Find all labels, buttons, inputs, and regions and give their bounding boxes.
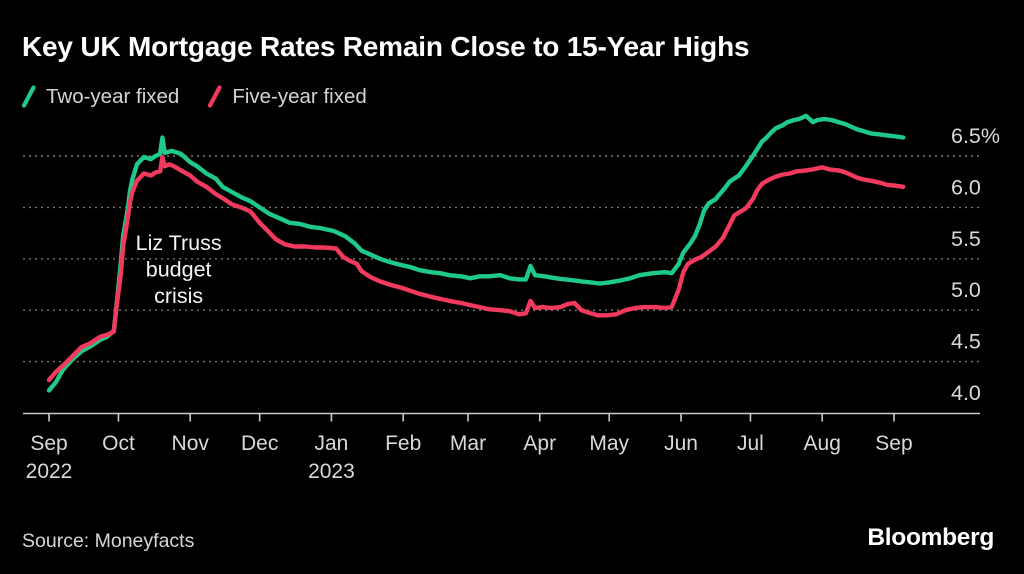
chart-title: Key UK Mortgage Rates Remain Close to 15… xyxy=(22,31,750,62)
x-axis-month-label: Sep xyxy=(875,432,912,455)
x-axis-month-label: Jan xyxy=(315,432,349,455)
y-axis-label: 5.5 xyxy=(951,227,981,251)
x-axis-month-label: Feb xyxy=(385,432,421,455)
x-axis-month-label: Dec xyxy=(241,432,278,455)
legend-label-two-year: Two-year fixed xyxy=(46,84,180,108)
series-line-five-year-fixed xyxy=(46,154,906,383)
x-axis-month-label: Mar xyxy=(450,432,486,455)
legend-item-five-year: Five-year fixed xyxy=(206,84,367,109)
y-axis-label: 4.5 xyxy=(951,330,981,354)
series-line-two-year-fixed xyxy=(46,113,906,393)
annotation-liz-truss: crisis xyxy=(154,284,203,308)
x-axis-month-label: Aug xyxy=(804,432,841,455)
green-slash-icon xyxy=(21,85,36,108)
x-axis-month-label: Jul xyxy=(737,432,764,455)
annotation-liz-truss: budget xyxy=(146,258,212,282)
x-axis-month-label: May xyxy=(589,432,629,455)
pink-slash-icon xyxy=(208,85,222,108)
x-axis-month-label: Apr xyxy=(523,432,556,455)
chart-legend: Two-year fixed Five-year fixed xyxy=(20,84,367,109)
x-axis-month-label: Nov xyxy=(172,432,210,455)
y-axis-label: 4.0 xyxy=(951,381,981,405)
x-axis-year-label: 2023 xyxy=(308,460,355,483)
x-axis-month-label: Jun xyxy=(664,432,698,455)
y-axis-label: 5.0 xyxy=(951,278,981,302)
y-axis-label: 6.0 xyxy=(951,175,981,199)
legend-label-five-year: Five-year fixed xyxy=(232,84,367,108)
source-note: Source: Moneyfacts xyxy=(22,530,195,552)
x-axis-month-label: Sep xyxy=(30,432,67,455)
x-axis-month-label: Oct xyxy=(102,432,135,455)
x-axis-year-label: 2022 xyxy=(26,460,73,483)
y-axis-label: 6.5% xyxy=(951,124,1000,148)
legend-item-two-year: Two-year fixed xyxy=(20,84,179,109)
annotation-liz-truss: Liz Truss xyxy=(136,231,222,255)
bloomberg-logo: Bloomberg xyxy=(867,524,994,551)
